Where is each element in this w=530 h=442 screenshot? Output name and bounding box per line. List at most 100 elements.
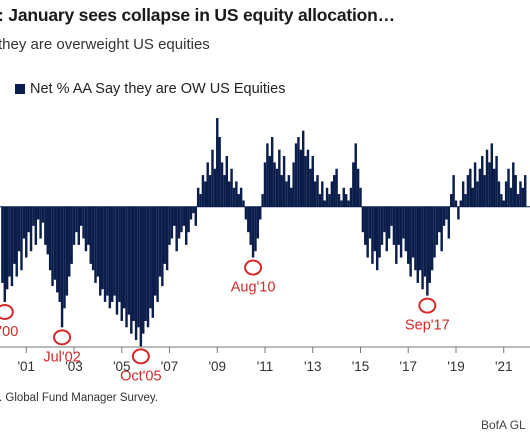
- bar-77: [185, 206, 188, 245]
- bar-198: [473, 162, 477, 207]
- bar-10: [25, 206, 28, 258]
- bar-181: [433, 206, 436, 258]
- bar-13: [32, 206, 35, 226]
- bar-143: [342, 187, 346, 207]
- bar-109: [261, 194, 264, 207]
- bar-208: [497, 181, 501, 207]
- bar-5: [13, 206, 16, 264]
- bar-162: [387, 206, 391, 239]
- bar-106: [254, 206, 257, 252]
- bar-188: [450, 194, 453, 207]
- bar-204: [488, 162, 491, 207]
- bar-215: [514, 175, 517, 207]
- bar-45: [108, 206, 112, 309]
- bar-192: [459, 200, 462, 207]
- bar-168: [402, 206, 405, 239]
- x-tick-label-4: '09: [208, 359, 226, 374]
- bar-87: [208, 175, 212, 207]
- bar-86: [206, 162, 209, 207]
- bar-161: [385, 206, 388, 252]
- bar-174: [416, 206, 420, 283]
- legend-label: Net % AA Say they are OW US Equities: [30, 81, 286, 97]
- bar-23: [56, 206, 59, 293]
- annotation-circle-4: [418, 297, 437, 314]
- bar-154: [368, 206, 372, 239]
- bar-113: [270, 137, 274, 207]
- bar-21: [51, 206, 54, 287]
- bar-68: [163, 206, 166, 264]
- annotation-label-4: Sep'17: [405, 318, 450, 334]
- bar-8: [20, 206, 23, 271]
- annotation-circle-2: [131, 348, 150, 365]
- bar-14: [34, 206, 38, 245]
- bar-167: [399, 206, 403, 258]
- bar-92: [220, 162, 224, 207]
- bar-18: [44, 206, 47, 245]
- bar-25: [60, 206, 64, 328]
- annotation-circle-1: [53, 329, 72, 346]
- bar-117: [280, 175, 283, 207]
- bar-119: [285, 181, 288, 207]
- annotation-circle-0: [0, 303, 14, 320]
- bar-59: [142, 206, 145, 334]
- bar-17: [41, 206, 45, 223]
- bar-137: [328, 194, 331, 207]
- bar-160: [383, 206, 386, 233]
- bar-97: [232, 187, 236, 207]
- bar-217: [519, 181, 522, 207]
- bar-64: [153, 206, 157, 296]
- bar-29: [70, 206, 73, 264]
- bar-46: [110, 206, 114, 302]
- bar-30: [72, 206, 76, 245]
- bar-0: [1, 206, 4, 283]
- bar-series: [1, 118, 527, 347]
- bar-180: [430, 206, 434, 271]
- annotation-circle-3: [244, 259, 263, 276]
- source-note: . Global Fund Manager Survey.: [0, 392, 158, 404]
- bar-32: [77, 206, 81, 245]
- bar-48: [115, 206, 119, 315]
- bar-138: [330, 181, 334, 207]
- bar-140: [335, 168, 338, 207]
- bar-91: [218, 137, 221, 207]
- bar-114: [273, 162, 276, 207]
- bar-50: [120, 206, 123, 321]
- bar-33: [79, 206, 83, 226]
- bar-100: [239, 187, 243, 207]
- bar-116: [278, 149, 281, 207]
- bar-62: [149, 206, 152, 309]
- bar-128: [306, 149, 310, 207]
- bar-101: [242, 200, 245, 207]
- bar-148: [354, 143, 357, 207]
- bar-107: [256, 206, 260, 239]
- bar-52: [125, 206, 128, 328]
- bar-163: [390, 206, 393, 226]
- annotation-label-3: Aug'10: [231, 280, 276, 296]
- bar-191: [457, 206, 460, 220]
- bar-22: [53, 206, 57, 280]
- x-tick-label-8: '17: [399, 359, 417, 374]
- bar-58: [139, 206, 143, 347]
- bar-4: [10, 206, 14, 287]
- bar-170: [407, 206, 410, 264]
- x-tick-label-9: '19: [447, 359, 465, 374]
- bar-69: [165, 206, 169, 271]
- bar-194: [464, 194, 467, 207]
- bar-172: [411, 206, 415, 258]
- bar-210: [502, 200, 505, 207]
- bar-178: [426, 206, 429, 296]
- bar-55: [132, 206, 135, 321]
- bar-205: [490, 143, 494, 207]
- x-tick-label-7: '15: [352, 359, 370, 374]
- bar-57: [137, 206, 140, 328]
- bar-9: [22, 206, 26, 239]
- bar-141: [337, 194, 341, 207]
- bar-135: [323, 200, 326, 207]
- bar-176: [421, 206, 424, 290]
- x-axis-ticks: '01 '03 '05 '07 '09 '11 '13 '15 '17 '19 '21: [17, 347, 513, 374]
- bar-75: [180, 206, 183, 233]
- bar-108: [259, 206, 262, 220]
- bar-31: [75, 206, 78, 233]
- annotation-label-0: o'00: [0, 324, 18, 340]
- bar-40: [96, 206, 100, 277]
